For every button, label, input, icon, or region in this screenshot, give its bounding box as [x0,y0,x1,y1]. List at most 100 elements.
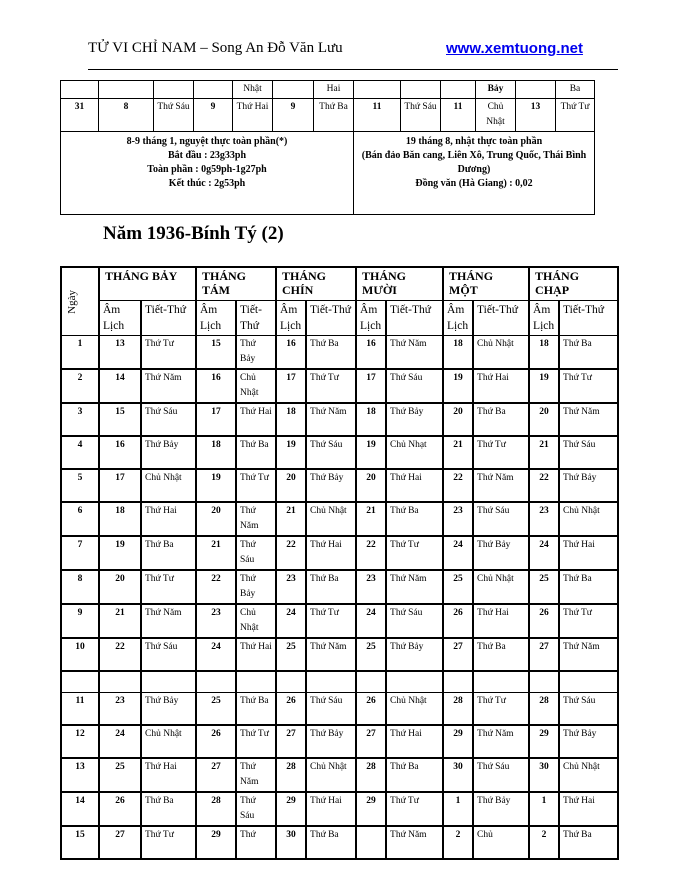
section-title: Năm 1936-Bính Tý (2) [103,223,284,244]
table-cell: 9 [272,98,314,132]
table-cell: Thứ Hai [472,368,531,404]
day-header: Ngày [60,266,100,336]
table-cell [98,670,142,693]
table-cell: 26 [442,603,475,639]
table-cell [558,670,620,693]
column-header: Tiết-Thứ [558,300,620,336]
table-cell: Thứ Bảy [385,402,445,437]
table-cell: Thứ Sáu [140,402,197,437]
table-cell: 16 [195,368,237,404]
table-cell: Thứ Năm [235,757,278,793]
table-row: 7 19 Thứ Ba 21 Thứ Sáu 22 Thứ Hai 22 Thứ Tư 24 Thứ… [60,535,620,571]
table-cell [193,80,233,99]
table-cell: 14 [60,791,100,827]
table-cell: 19 [528,368,561,404]
table-cell [528,670,561,693]
table-cell: Thứ Sáu [400,98,441,132]
table-cell: Thứ Tư [558,368,620,404]
table-cell: 3 [60,402,100,437]
table-cell: Thứ Bảy [558,724,620,759]
table-row: 8 20 Thứ Tư 22 Thứ Bảy 23 Thứ Ba 23 Thứ Năm 25 Chủ… [60,569,620,605]
table-cell: 25 [355,637,388,672]
table-cell: Thứ Ba [305,335,358,370]
table-cell: 8 [98,98,154,132]
table-cell: 15 [195,335,237,370]
table-cell: Thứ Ba [305,825,358,860]
table-cell: Thứ Sáu [472,757,531,793]
table-cell [442,670,475,693]
table-cell: Thứ Bảy [385,637,445,672]
table-cell [153,80,194,99]
table-cell: 23 [528,501,561,537]
column-header: Âm Lịch [528,300,561,336]
table-cell: Thứ Ba [235,692,278,726]
table-cell: Chủ Nhật [235,603,278,639]
table-cell: 19 [195,468,237,503]
table-cell: 13 [98,335,142,370]
table-cell: 21 [442,435,475,470]
table-cell: 21 [275,501,308,537]
table-cell: 26 [98,791,142,827]
table-cell: Chủ Nhật [472,335,531,370]
table-cell: 21 [355,501,388,537]
table-cell: Chủ Nhật [140,724,197,759]
table-cell: 29 [355,791,388,827]
table-cell: 9 [60,603,100,639]
table-cell: 20 [528,402,561,437]
column-header: Âm Lịch [275,300,308,336]
table-cell: 25 [275,637,308,672]
table-cell: 25 [442,569,475,605]
website-link[interactable]: www.xemtuong.net [446,40,583,57]
table-cell: 18 [195,435,237,470]
table-row [60,670,620,693]
table-cell: Chủ Nhật [472,569,531,605]
table-cell: 19 [355,435,388,470]
table-cell: 12 [60,724,100,759]
table-cell: 23 [355,569,388,605]
table-cell: Thứ Hai [385,468,445,503]
table-cell: 4 [60,435,100,470]
table-cell: Chủ Nhật [235,368,278,404]
table-cell: 21 [528,435,561,470]
table-row: 14 26 Thứ Ba 28 Thứ Sáu 29 Thứ Hai 29 Thứ Tư 1 Thứ… [60,791,620,827]
table-cell: Thứ Sáu [305,692,358,726]
table-cell [440,80,476,99]
table-cell: 20 [275,468,308,503]
table-row: 9 21 Thứ Năm 23 Chủ Nhật 24 Thứ Tư 24 Thứ Sáu 26 T… [60,603,620,639]
table-cell: 27 [98,825,142,860]
table-cell [140,670,197,693]
table-cell: 20 [98,569,142,605]
table-cell: 19 [275,435,308,470]
table-cell: Thứ Hai [385,724,445,759]
month-header: THÁNG CHẠP [528,266,620,301]
table-cell: 28 [275,757,308,793]
table-cell: 30 [275,825,308,860]
table-cell: 2 [442,825,475,860]
table-cell: Thứ Sáu [235,535,278,571]
table-cell: 11 [440,98,476,132]
table-cell [355,825,388,860]
table-cell: Thứ Tư [305,603,358,639]
table-row: 1 13 Thứ Tư 15 Thứ Bảy 16 Thứ Ba 16 Thứ Năm 18 Chủ… [60,335,620,370]
table-cell: 19 [442,368,475,404]
table-cell: 22 [275,535,308,571]
month-header: THÁNG MỘT [442,266,531,301]
table-cell: Thứ Hai [305,791,358,827]
table-row: 5 17 Chủ Nhật 19 Thứ Tư 20 Thứ Bảy 20 Thứ Hai 22 T… [60,468,620,503]
table-cell [305,670,358,693]
table-cell: Thứ Bảy [305,724,358,759]
table-cell: 23 [195,603,237,639]
table-cell: Thứ Năm [472,724,531,759]
table-cell: 17 [98,468,142,503]
table-cell: 2 [60,368,100,404]
table-cell: 17 [275,368,308,404]
table-cell: 7 [60,535,100,571]
table-cell: Thứ Sáu [305,435,358,470]
table-row: 31 8 Thứ Sáu 9 Thứ Hai 9 Thứ Ba 11 Thứ Sáu 11 Chủ … [60,98,595,132]
table-cell: Thứ Năm [305,402,358,437]
table-cell: Thứ Sáu [140,637,197,672]
table-cell: 15 [60,825,100,860]
table-cell: Ba [555,80,595,99]
table-cell: 24 [195,637,237,672]
table-cell: 14 [98,368,142,404]
